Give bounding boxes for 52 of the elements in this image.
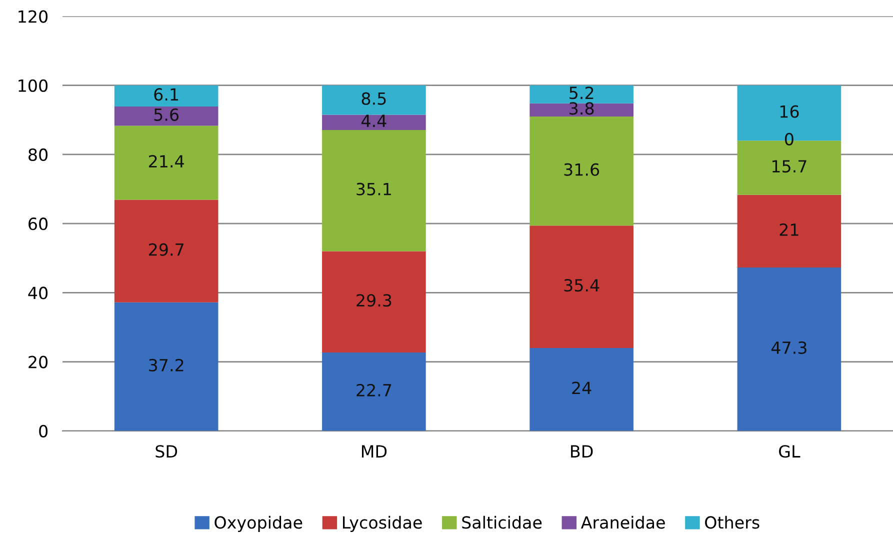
bar — [322, 85, 426, 115]
bar — [114, 302, 218, 431]
data-label: 29.7 — [148, 243, 184, 256]
x-tick-label: GL — [779, 445, 800, 458]
bar — [530, 116, 634, 226]
data-label: 16 — [780, 105, 799, 118]
bar — [322, 251, 426, 352]
bar — [530, 85, 634, 104]
data-label: 4.4 — [362, 114, 386, 127]
data-label: 35.1 — [356, 182, 391, 196]
data-label: 8.5 — [362, 92, 386, 105]
legend-label: Others — [705, 516, 760, 529]
y-tick-label: 120 — [18, 10, 48, 23]
bar — [322, 352, 426, 431]
data-label: 3.8 — [570, 102, 594, 115]
data-label: 21 — [780, 223, 798, 236]
data-label: 24 — [572, 382, 592, 394]
legend-label: Salticidae — [462, 516, 542, 529]
y-tick-label: 20 — [28, 356, 48, 368]
legend-label: Araneidae — [580, 516, 665, 529]
data-label: 6.1 — [154, 88, 178, 101]
bar — [114, 126, 218, 200]
data-label: 35.4 — [564, 279, 600, 292]
bar — [322, 114, 426, 130]
y-tick-label: 40 — [28, 286, 48, 300]
bar — [530, 348, 634, 431]
x-tick-label: SD — [156, 445, 178, 458]
bar — [530, 226, 634, 348]
bar — [322, 130, 426, 252]
x-tick-label: MD — [362, 445, 387, 458]
y-tick-label: 0 — [39, 424, 48, 438]
y-tick-label: 60 — [28, 218, 48, 230]
data-label: 29.3 — [356, 294, 392, 307]
y-tick-label: 100 — [18, 79, 48, 92]
data-label: 21.4 — [148, 154, 184, 168]
x-tick-label: BD — [571, 445, 593, 458]
data-label: 5.2 — [570, 86, 594, 100]
y-tick-label: 80 — [28, 148, 48, 162]
bar — [114, 85, 218, 106]
bar — [737, 267, 842, 431]
data-label: 37.2 — [149, 358, 184, 372]
legend-label: Lycosidae — [343, 516, 422, 532]
data-label: 47.3 — [771, 341, 806, 354]
bar — [114, 106, 218, 126]
data-label: 22.7 — [356, 384, 392, 396]
bar — [114, 200, 218, 302]
data-label: 5.6 — [154, 108, 179, 121]
bar — [530, 103, 634, 116]
bar — [737, 194, 842, 268]
data-label: 31.6 — [564, 163, 600, 176]
data-label: 15.7 — [772, 160, 806, 173]
legend-label: Oxyopidae — [214, 516, 302, 532]
